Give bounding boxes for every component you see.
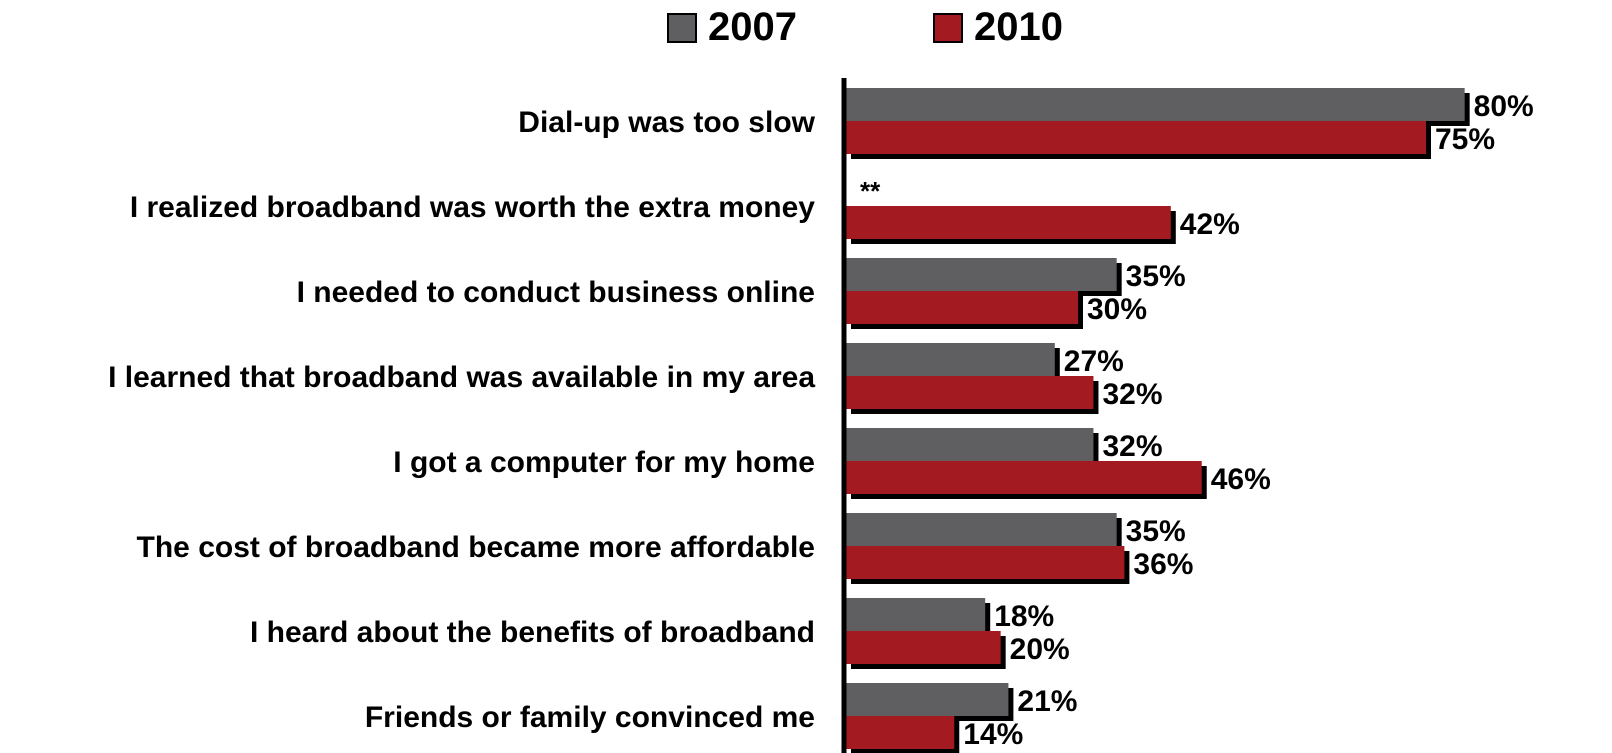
bar-2007	[846, 513, 1117, 546]
bar-2007	[846, 428, 1094, 461]
annotation-note: **	[860, 176, 881, 206]
category-label: I needed to conduct business online	[297, 276, 815, 309]
legend-swatch-2010	[933, 13, 963, 43]
legend-swatch-2007	[667, 13, 697, 43]
data-label: 46%	[1211, 463, 1271, 496]
data-label: 75%	[1435, 123, 1495, 156]
bar-2010	[846, 546, 1125, 579]
bar-2010	[846, 716, 955, 749]
bar-2010	[846, 631, 1001, 664]
data-label: 27%	[1064, 345, 1124, 378]
data-label: 80%	[1474, 90, 1534, 123]
data-label: 18%	[994, 600, 1054, 633]
data-label: 32%	[1102, 430, 1162, 463]
plot-area: Dial-up was too slow 80%75% I realized bro…	[108, 88, 1534, 753]
bar-2007	[846, 683, 1009, 716]
bar-2007	[846, 343, 1055, 376]
data-label: 21%	[1017, 685, 1077, 718]
data-label: 14%	[963, 718, 1023, 751]
bar-2010	[846, 291, 1078, 324]
legend-label-2010: 2010	[974, 5, 1063, 49]
data-label: 35%	[1126, 260, 1186, 293]
data-label: 30%	[1087, 293, 1147, 326]
bar-2010	[846, 206, 1171, 239]
bar-2010	[846, 376, 1094, 409]
data-label: 35%	[1126, 515, 1186, 548]
data-label: 20%	[1010, 633, 1070, 666]
legend: 2007 2010	[667, 5, 1063, 49]
data-label: 32%	[1102, 378, 1162, 411]
bar-2007	[846, 258, 1117, 291]
bar-2010	[846, 121, 1426, 154]
category-label: I learned that broadband was available i…	[108, 361, 815, 394]
legend-label-2007: 2007	[708, 5, 797, 49]
bar-2010	[846, 461, 1202, 494]
bar-2007	[846, 598, 986, 631]
category-label: Dial-up was too slow	[518, 106, 815, 139]
data-label: 36%	[1133, 548, 1193, 581]
category-label: I got a computer for my home	[393, 446, 815, 479]
category-label: The cost of broadband became more afford…	[137, 531, 815, 564]
category-label: I realized broadband was worth the extra…	[130, 191, 815, 224]
category-label: Friends or family convinced me	[365, 701, 815, 734]
data-label: 42%	[1180, 208, 1240, 241]
bar-2007	[846, 88, 1465, 121]
category-label: I heard about the benefits of broadband	[250, 616, 815, 649]
